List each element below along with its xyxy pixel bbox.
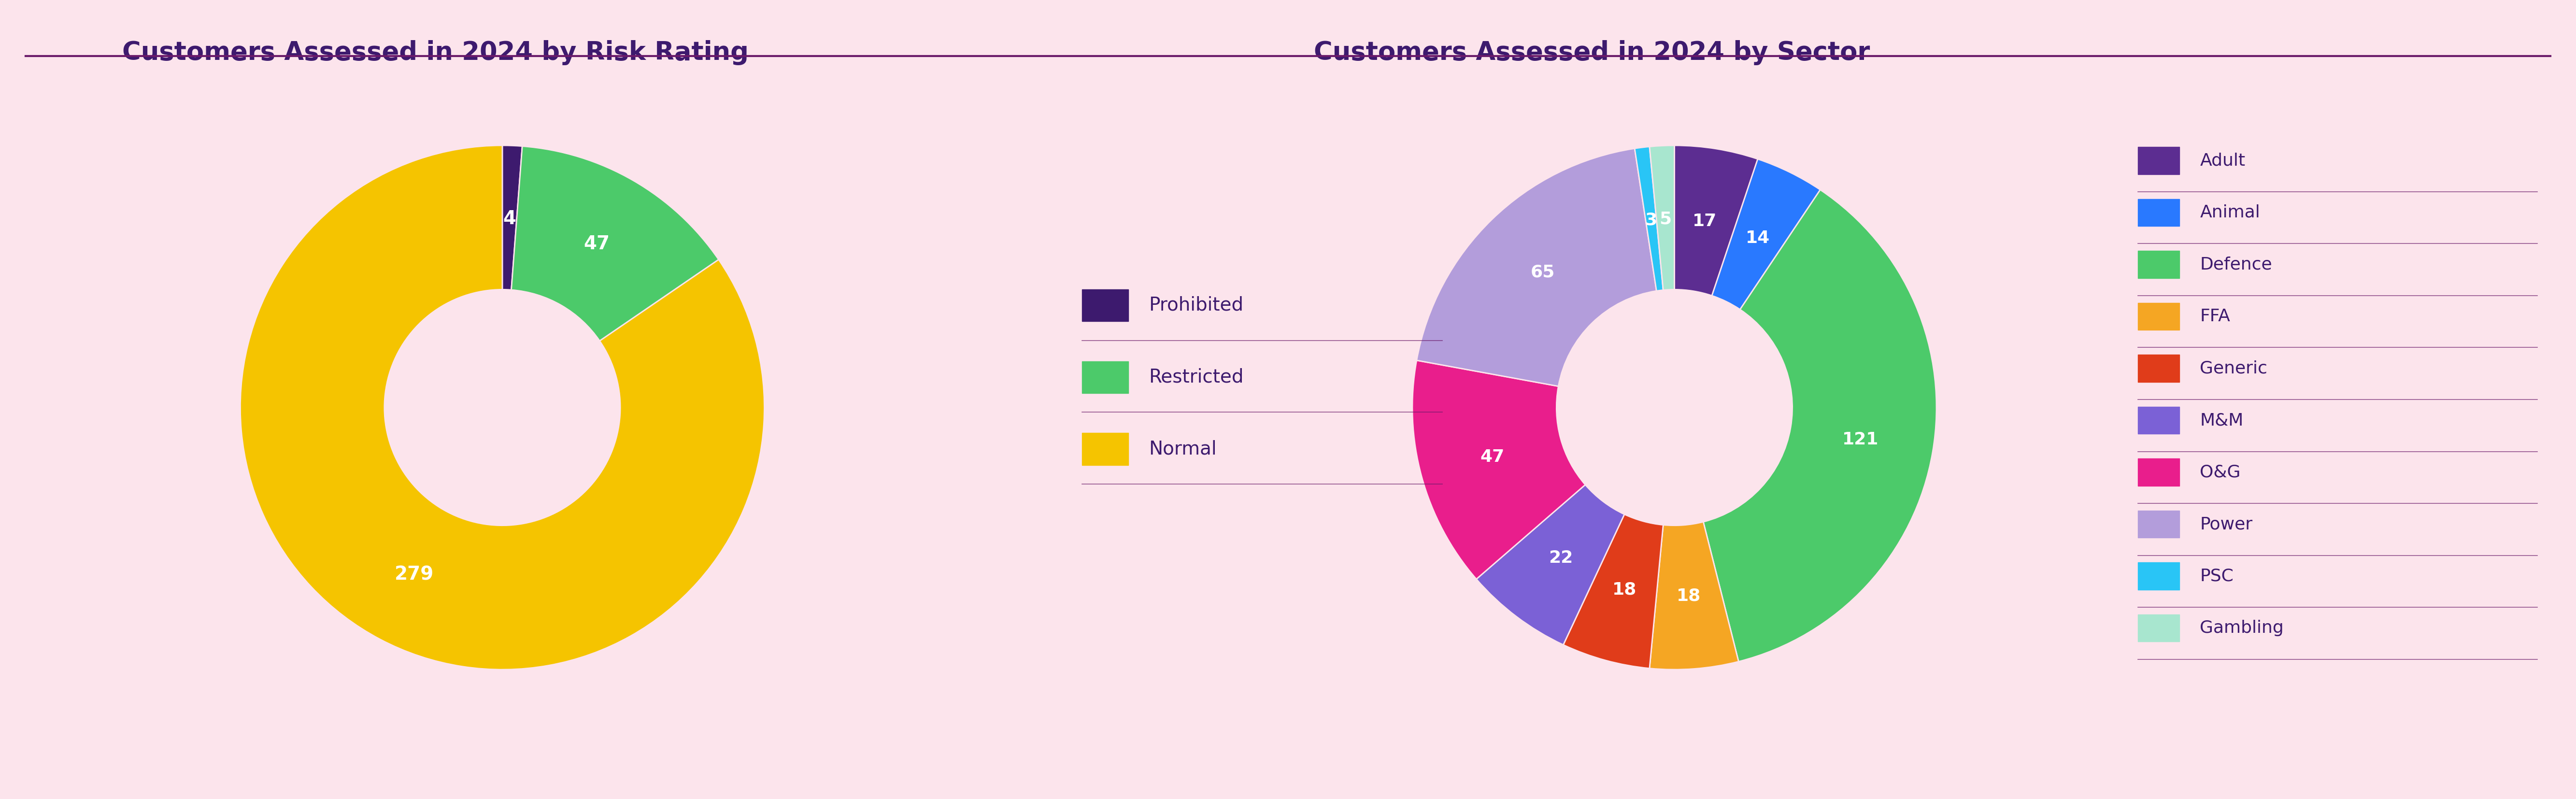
Bar	[2138, 562, 2179, 590]
Text: 65: 65	[1530, 264, 1556, 280]
Text: PSC: PSC	[2200, 568, 2233, 584]
Bar	[2138, 614, 2179, 642]
Text: Restricted: Restricted	[1149, 368, 1244, 386]
Bar	[2138, 199, 2179, 226]
Wedge shape	[502, 145, 523, 290]
Wedge shape	[1703, 189, 1937, 662]
Bar	[1082, 361, 1128, 393]
Text: Customers Assessed in 2024 by Sector: Customers Assessed in 2024 by Sector	[1314, 40, 1870, 65]
Text: 18: 18	[1613, 582, 1636, 598]
Text: Normal: Normal	[1149, 440, 1216, 458]
Text: 22: 22	[1548, 550, 1574, 566]
Wedge shape	[1713, 159, 1821, 309]
Bar	[1082, 289, 1128, 321]
Text: Customers Assessed in 2024 by Risk Rating: Customers Assessed in 2024 by Risk Ratin…	[121, 40, 750, 65]
Bar	[2138, 407, 2179, 434]
Bar	[2138, 251, 2179, 278]
Text: 121: 121	[1842, 431, 1878, 448]
Text: Prohibited: Prohibited	[1149, 296, 1244, 314]
Wedge shape	[1412, 360, 1584, 579]
Text: FFA: FFA	[2200, 308, 2231, 324]
Wedge shape	[1636, 146, 1664, 291]
Text: Animal: Animal	[2200, 205, 2259, 221]
Bar	[1082, 433, 1128, 465]
Text: Generic: Generic	[2200, 360, 2267, 376]
Wedge shape	[1674, 145, 1757, 296]
Bar	[2138, 355, 2179, 382]
Text: 279: 279	[394, 565, 433, 583]
Wedge shape	[240, 145, 765, 670]
Text: Defence: Defence	[2200, 256, 2272, 272]
Wedge shape	[1417, 149, 1656, 386]
Text: 14: 14	[1747, 230, 1770, 246]
Text: 47: 47	[1481, 449, 1504, 465]
Bar	[2138, 147, 2179, 174]
Bar	[2138, 511, 2179, 538]
Text: M&M: M&M	[2200, 412, 2244, 428]
Text: 4: 4	[502, 210, 515, 228]
Text: 18: 18	[1677, 587, 1700, 604]
Circle shape	[1556, 289, 1793, 526]
Circle shape	[384, 289, 621, 526]
Wedge shape	[1649, 145, 1674, 290]
Bar	[2138, 303, 2179, 330]
Text: 5: 5	[1659, 211, 1672, 227]
Bar	[2138, 459, 2179, 486]
Wedge shape	[1649, 522, 1739, 670]
Text: Adult: Adult	[2200, 153, 2246, 169]
Text: O&G: O&G	[2200, 464, 2241, 480]
Wedge shape	[510, 146, 719, 341]
Text: Power: Power	[2200, 516, 2251, 532]
Text: Gambling: Gambling	[2200, 620, 2285, 636]
Text: 3: 3	[1646, 212, 1656, 229]
Wedge shape	[1564, 515, 1664, 669]
Wedge shape	[1476, 485, 1625, 645]
Text: 17: 17	[1692, 213, 1718, 229]
Text: 47: 47	[585, 235, 611, 253]
